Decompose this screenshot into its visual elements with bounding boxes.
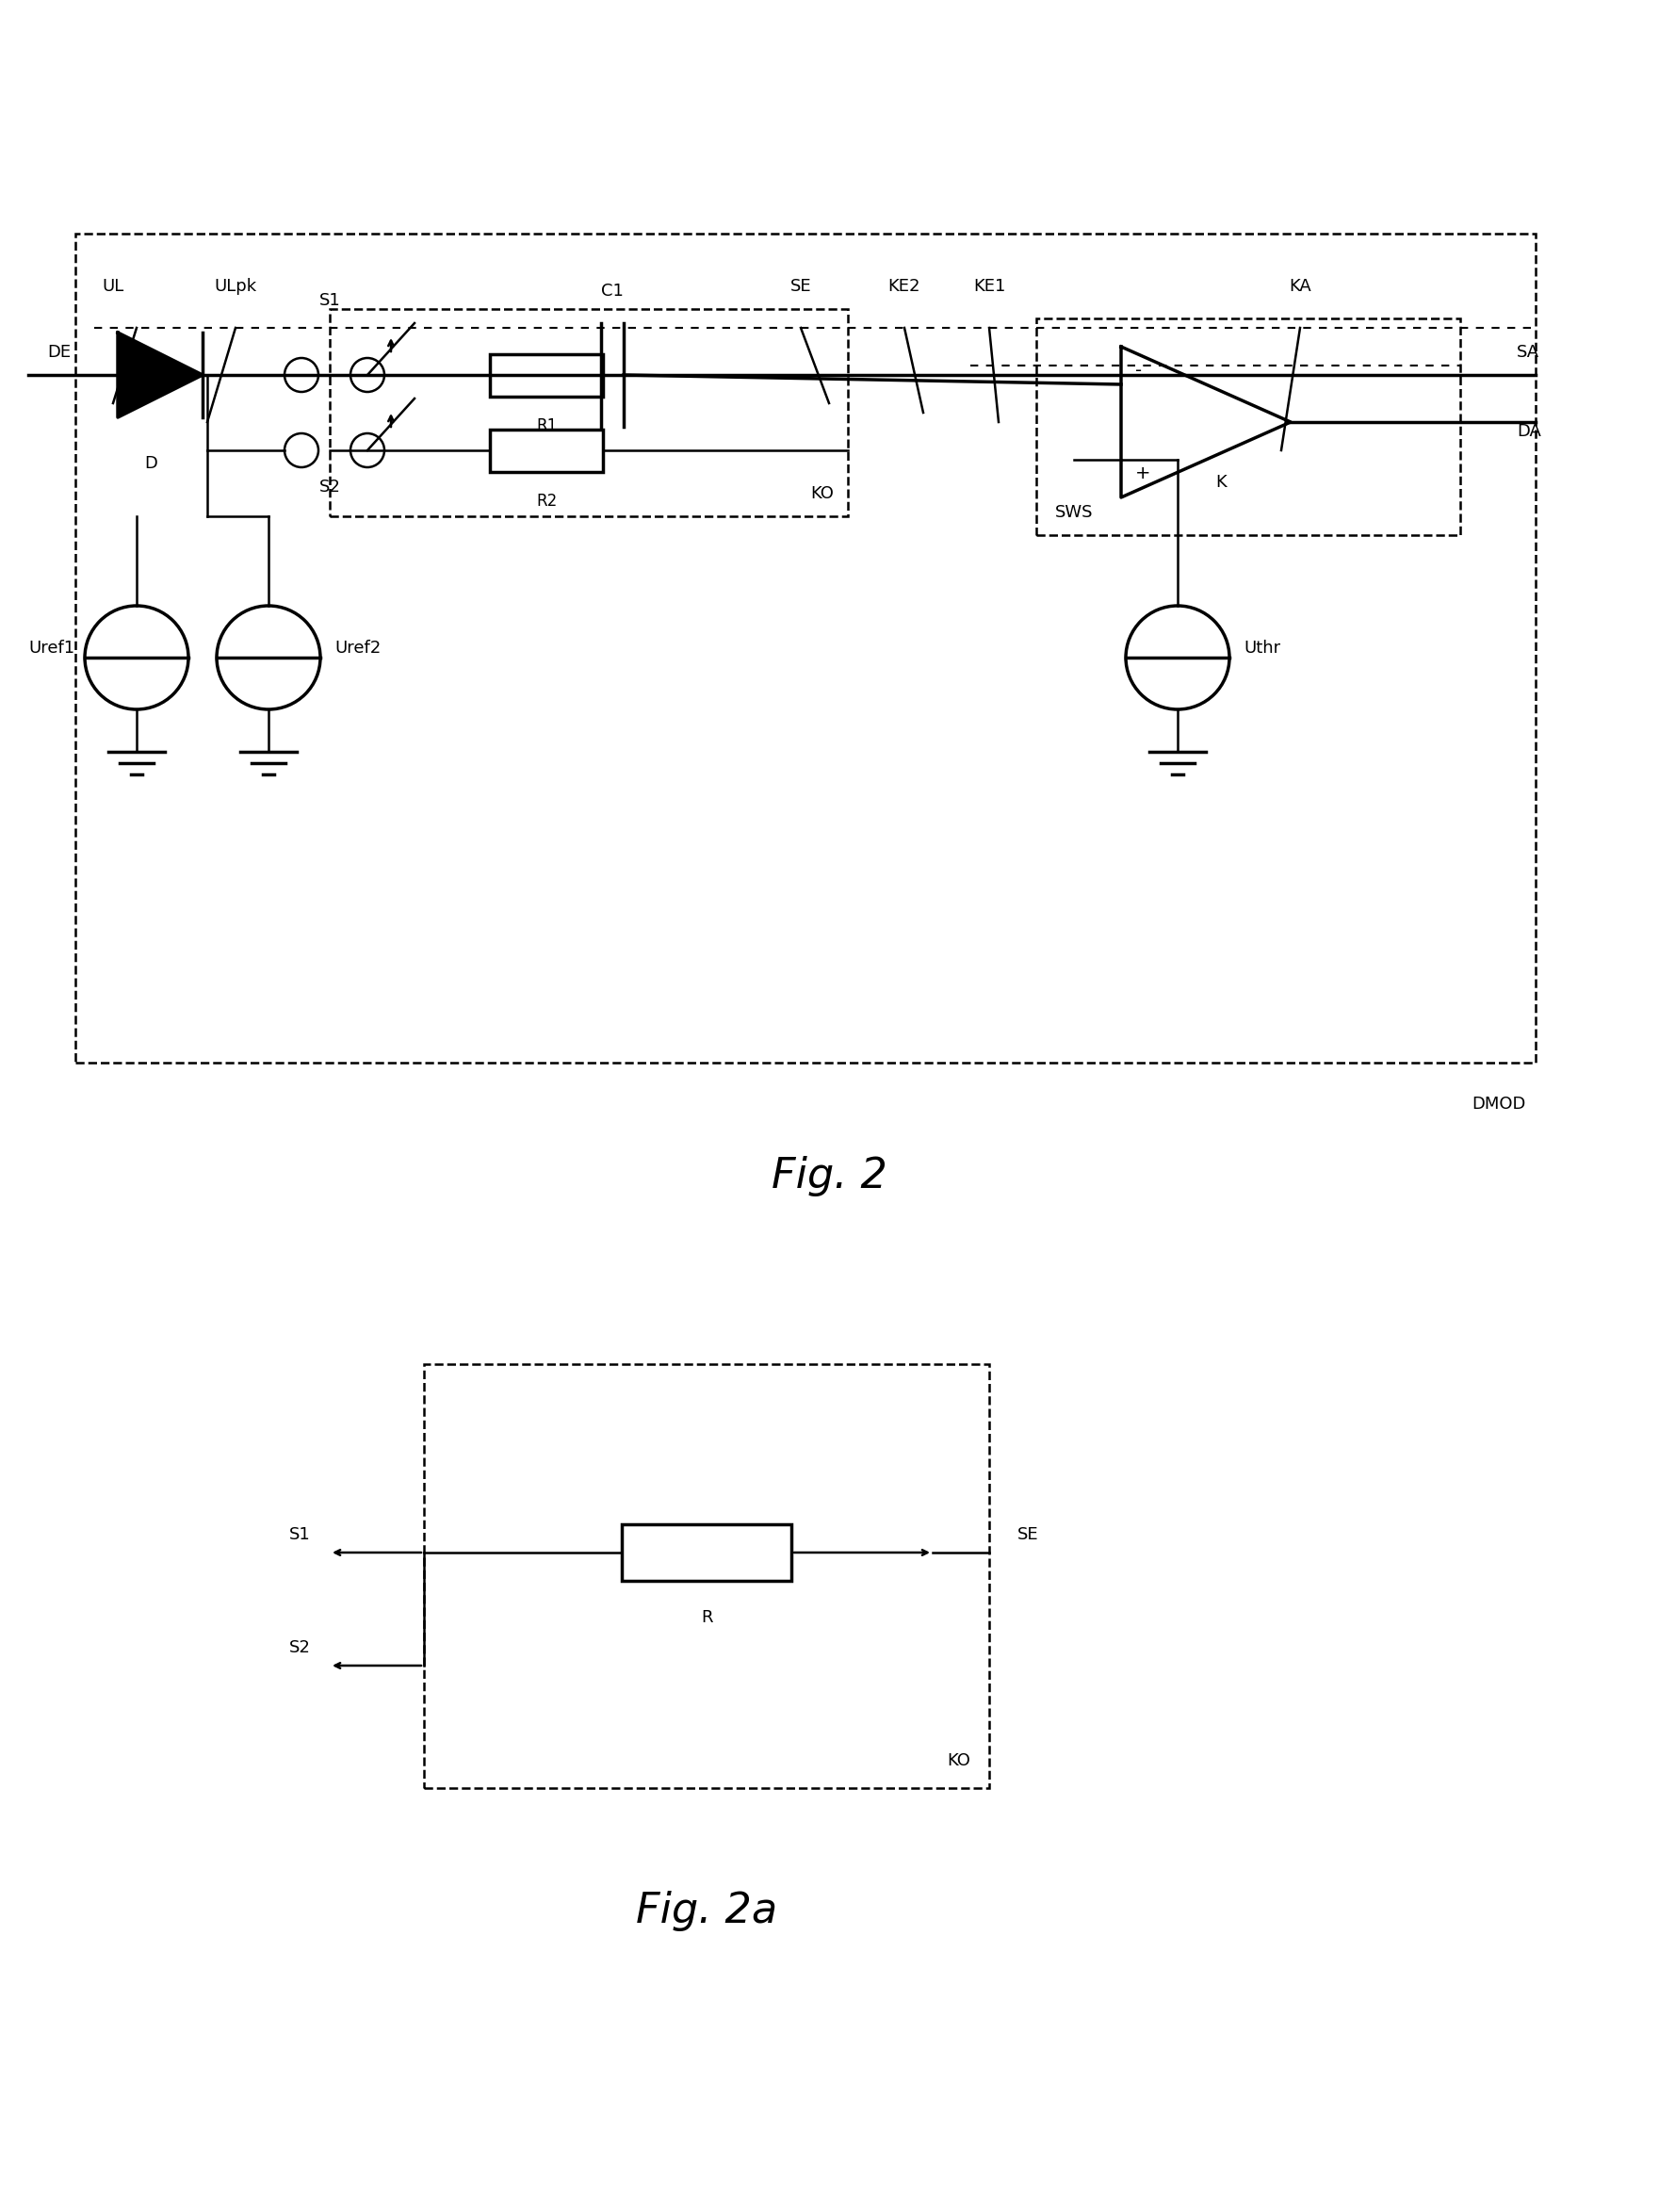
FancyBboxPatch shape (622, 1524, 791, 1582)
Text: DA: DA (1516, 422, 1541, 440)
Text: KO: KO (947, 1752, 971, 1770)
Text: C1: C1 (601, 283, 624, 299)
Text: KE2: KE2 (888, 279, 921, 294)
Text: DE: DE (46, 343, 71, 361)
Text: SE: SE (790, 279, 811, 294)
Text: ULpk: ULpk (214, 279, 257, 294)
Text: SWS: SWS (1055, 504, 1093, 522)
Text: KE1: KE1 (972, 279, 1005, 294)
Bar (425, 1365, 989, 1787)
Text: K: K (1216, 473, 1226, 491)
Text: S2: S2 (289, 1639, 310, 1657)
Text: R: R (700, 1608, 712, 1626)
Text: S1: S1 (289, 1526, 310, 1544)
Text: R2: R2 (536, 493, 557, 509)
Text: Uref1: Uref1 (28, 639, 75, 657)
Text: -: - (1135, 363, 1141, 380)
Text: SA: SA (1516, 343, 1540, 361)
Text: D: D (144, 456, 158, 471)
Text: SE: SE (1017, 1526, 1039, 1544)
Text: KA: KA (1289, 279, 1311, 294)
Bar (75, 234, 1536, 1062)
Text: +: + (1135, 465, 1151, 482)
Text: KO: KO (810, 484, 834, 502)
Text: Fig. 2: Fig. 2 (771, 1155, 888, 1197)
Text: S1: S1 (319, 292, 340, 310)
Text: S2: S2 (319, 478, 340, 495)
Text: Fig. 2a: Fig. 2a (635, 1891, 778, 1931)
Bar (330, 310, 848, 515)
Text: Uthr: Uthr (1244, 639, 1281, 657)
Text: R1: R1 (536, 418, 557, 434)
FancyBboxPatch shape (489, 429, 602, 471)
Polygon shape (118, 332, 202, 418)
FancyBboxPatch shape (489, 354, 602, 396)
Text: Uref2: Uref2 (335, 639, 382, 657)
Bar (1037, 319, 1460, 535)
Text: DMOD: DMOD (1472, 1095, 1526, 1113)
Text: UL: UL (103, 279, 124, 294)
